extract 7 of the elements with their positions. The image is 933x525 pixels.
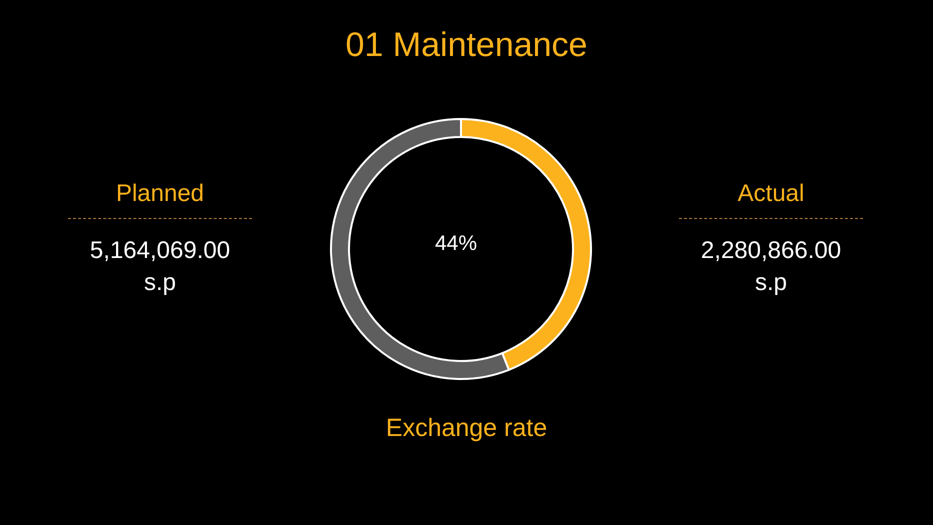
text: 44% <box>434 232 478 256</box>
chart-title: 01 Maintenance <box>344 26 588 65</box>
text: Exchange rate <box>384 414 548 443</box>
text: 2,280,866.00 s.p <box>700 236 842 298</box>
text: 5,164,069.00 s.p <box>88 236 232 298</box>
text: Planned <box>114 180 206 208</box>
text: Actual <box>736 180 806 208</box>
